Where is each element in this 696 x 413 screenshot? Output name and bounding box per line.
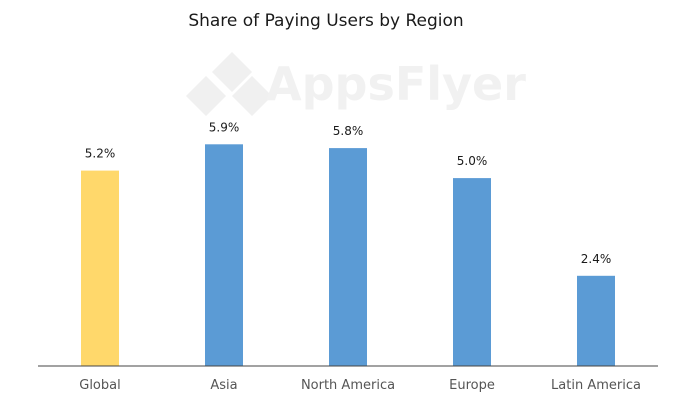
x-tick-label: Global — [79, 378, 120, 393]
bar-north-america — [329, 148, 367, 366]
value-label: 2.4% — [581, 252, 612, 266]
value-label: 5.8% — [333, 124, 364, 138]
value-label: 5.2% — [85, 147, 116, 161]
appsflyer-watermark: AppsFlyer — [186, 52, 526, 116]
appsflyer-logo-icon — [186, 52, 272, 116]
bar-latin-america — [577, 275, 615, 366]
value-label: 5.0% — [457, 154, 488, 168]
watermark-text: AppsFlyer — [266, 57, 526, 111]
bar-global — [81, 170, 119, 366]
chart-title: Share of Paying Users by Region — [188, 11, 463, 31]
bars-group — [81, 144, 615, 366]
x-tick-label: Europe — [449, 378, 495, 393]
bar-europe — [453, 178, 491, 366]
x-tick-label: Asia — [210, 378, 237, 393]
x-tick-label: Latin America — [551, 378, 641, 393]
value-labels-group: 5.2% 5.9% 5.8% 5.0% 2.4% — [85, 120, 612, 265]
x-tick-label: North America — [301, 378, 395, 393]
bar-asia — [205, 144, 243, 366]
value-label: 5.9% — [209, 120, 240, 134]
x-tick-labels-group: Global Asia North America Europe Latin Ameri… — [79, 378, 641, 393]
